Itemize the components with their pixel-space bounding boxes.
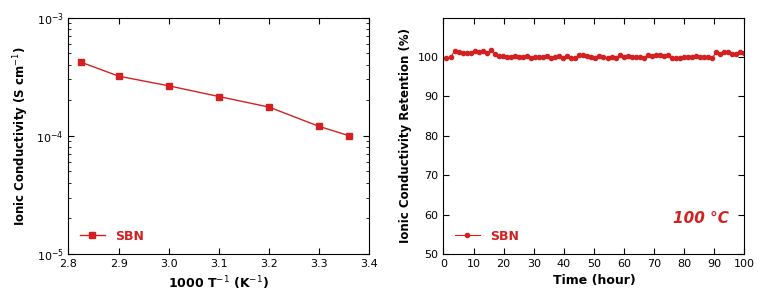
X-axis label: Time (hour): Time (hour) (552, 274, 635, 287)
Legend: SBN: SBN (75, 225, 149, 248)
Y-axis label: Ionic Conductivity Retention (%): Ionic Conductivity Retention (%) (399, 28, 412, 243)
Y-axis label: Ionic Conductivity (S cm$^{-1}$): Ionic Conductivity (S cm$^{-1}$) (11, 46, 31, 225)
X-axis label: 1000 T$^{-1}$ (K$^{-1}$): 1000 T$^{-1}$ (K$^{-1}$) (169, 274, 270, 292)
Text: 100 °C: 100 °C (673, 211, 729, 225)
Legend: SBN: SBN (450, 225, 524, 248)
